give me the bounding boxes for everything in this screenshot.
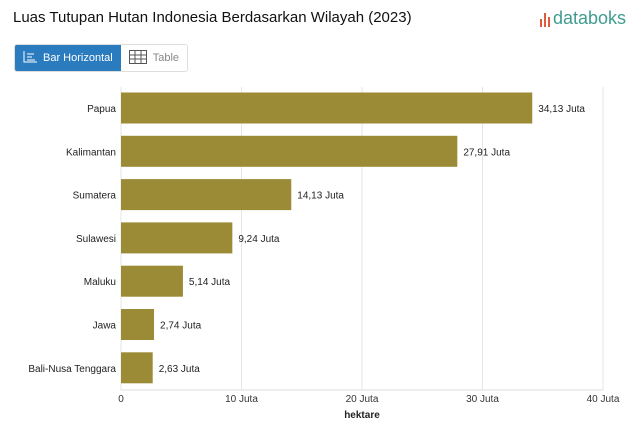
data-label: 5,14 Juta: [189, 277, 231, 288]
table-button[interactable]: Table: [120, 45, 187, 71]
databoks-logo: databoks: [539, 8, 626, 29]
x-tick-label: 10 Juta: [225, 394, 258, 405]
data-label: 2,63 Juta: [159, 364, 201, 375]
bar: [121, 222, 233, 254]
data-label: 9,24 Juta: [238, 234, 280, 245]
table-label: Table: [152, 52, 179, 64]
x-tick-label: 20 Juta: [346, 394, 379, 405]
category-label: Sumatera: [73, 191, 117, 202]
data-label: 34,13 Juta: [538, 104, 585, 115]
view-toggle: Bar Horizontal Table: [14, 44, 188, 72]
logo-mark-icon: [539, 11, 550, 27]
bar-chart-icon: [23, 50, 37, 66]
logo-text: databoks: [552, 8, 626, 28]
x-tick-label: 0: [118, 394, 124, 405]
data-label: 14,13 Juta: [297, 191, 344, 202]
bar-horizontal-button[interactable]: Bar Horizontal: [15, 45, 121, 71]
data-label: 2,74 Juta: [160, 321, 202, 332]
data-label: 27,91 Juta: [463, 147, 510, 158]
category-label: Papua: [87, 104, 116, 115]
bar: [121, 352, 153, 384]
category-label: Jawa: [93, 321, 117, 332]
bar-horizontal-label: Bar Horizontal: [43, 52, 113, 64]
category-label: Bali-Nusa Tenggara: [28, 364, 116, 375]
bar: [121, 135, 458, 167]
category-label: Sulawesi: [76, 234, 116, 245]
category-label: Kalimantan: [66, 147, 116, 158]
bar: [121, 179, 292, 211]
chart-title: Luas Tutupan Hutan Indonesia Berdasarkan…: [13, 9, 412, 26]
bar: [121, 309, 155, 340]
bar: [121, 92, 533, 124]
table-icon: [128, 49, 147, 67]
x-tick-label: 30 Juta: [466, 394, 499, 405]
x-tick-label: 40 Juta: [587, 394, 620, 405]
category-label: Maluku: [84, 277, 116, 288]
bar: [121, 265, 183, 297]
x-axis-title: hektare: [344, 410, 380, 421]
